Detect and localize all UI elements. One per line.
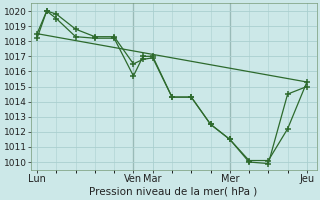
X-axis label: Pression niveau de la mer( hPa ): Pression niveau de la mer( hPa ) bbox=[90, 187, 258, 197]
